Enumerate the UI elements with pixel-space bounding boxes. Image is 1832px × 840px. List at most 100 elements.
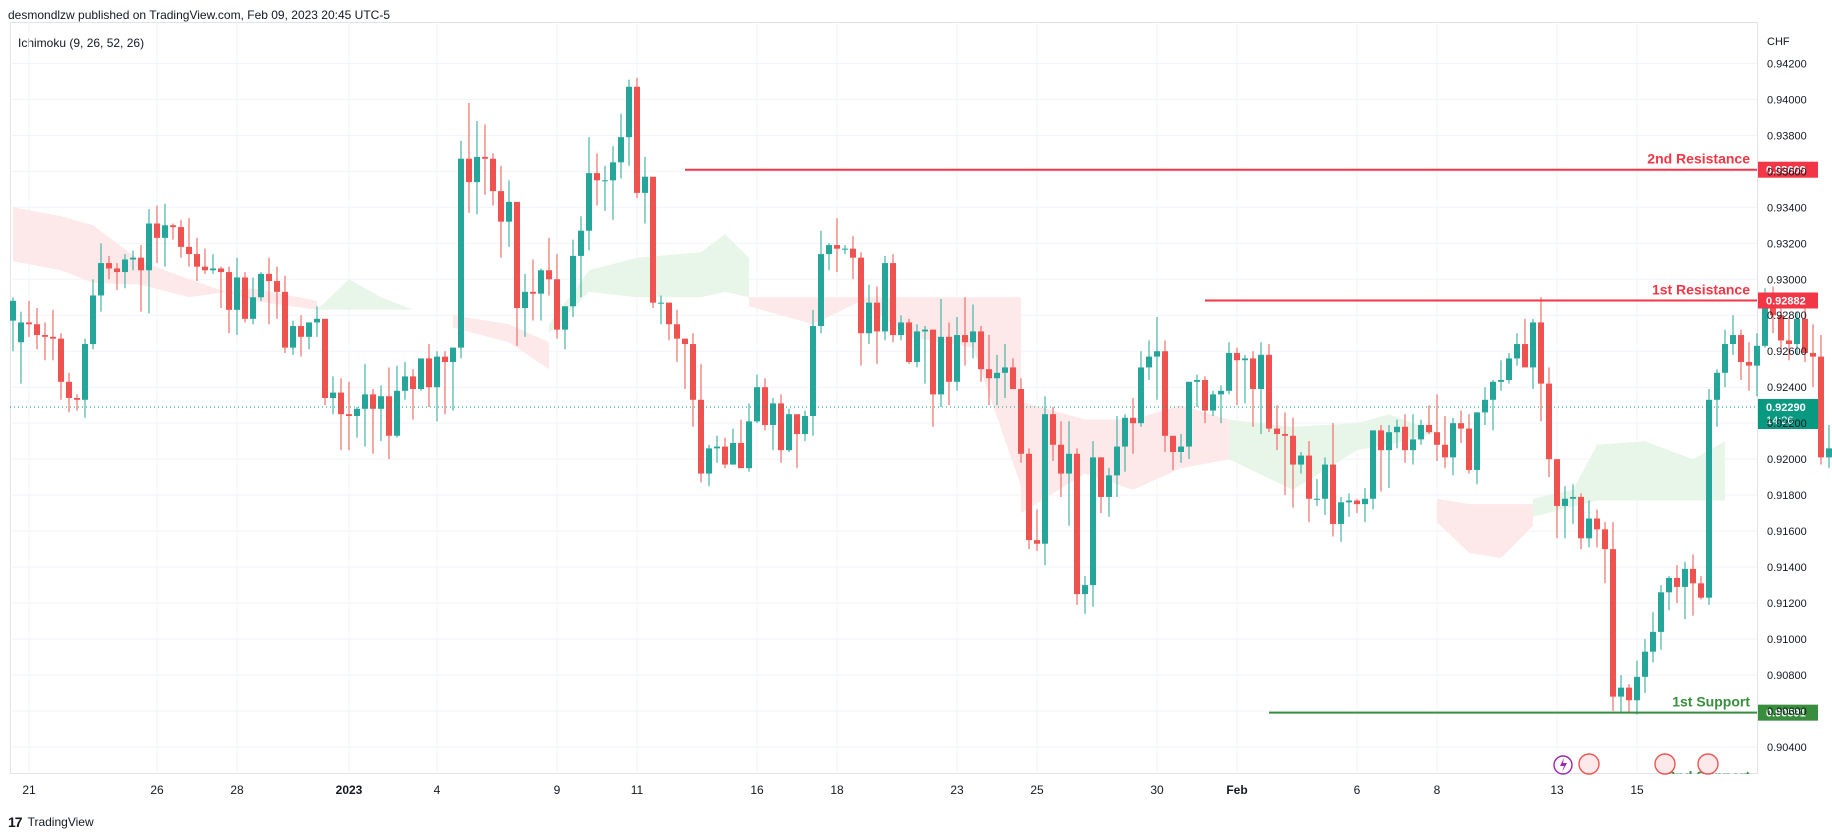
candle: [1818, 335, 1824, 465]
candle: [1322, 457, 1328, 515]
candle-body: [1066, 453, 1072, 474]
candle-body: [810, 326, 816, 416]
candle-body: [442, 356, 448, 363]
candle-body: [1378, 430, 1384, 451]
candle-body: [1210, 394, 1216, 411]
candle-body: [1370, 430, 1376, 499]
candle-body: [1034, 540, 1040, 544]
event-icons[interactable]: [1553, 753, 1719, 775]
candle: [1402, 414, 1408, 463]
candle: [1610, 522, 1616, 712]
x-tick-label: Feb: [1226, 783, 1247, 797]
candle-body: [1138, 367, 1144, 424]
candle-body: [1434, 432, 1440, 445]
candle: [1042, 396, 1048, 566]
candle: [1810, 324, 1816, 388]
y-tick-label: 0.92200: [1767, 418, 1807, 430]
candle: [506, 180, 512, 247]
y-tick-label: 0.92800: [1767, 310, 1807, 322]
candle-body: [1266, 354, 1272, 429]
candle-body: [514, 201, 520, 309]
candle-body: [1186, 381, 1192, 447]
footer: 17 TradingView: [8, 814, 94, 830]
candle-body: [218, 268, 224, 273]
candle: [1098, 457, 1104, 514]
footer-brand[interactable]: TradingView: [27, 815, 94, 829]
candle-body: [90, 295, 96, 345]
candle-body: [538, 270, 544, 294]
candle-body: [1346, 500, 1352, 503]
candle-body: [330, 392, 336, 398]
candle-body: [698, 399, 704, 474]
candle: [1522, 318, 1528, 368]
candle-body: [242, 277, 248, 319]
candle: [1362, 487, 1368, 523]
candle: [186, 218, 192, 267]
candle: [802, 410, 808, 442]
candle-body: [1250, 358, 1256, 390]
candle: [394, 365, 400, 438]
candle: [442, 351, 448, 415]
candle-body: [450, 347, 456, 363]
candle: [1122, 414, 1128, 472]
candle-body: [1562, 498, 1568, 506]
lightning-icon[interactable]: [1553, 755, 1573, 775]
candle-body: [602, 180, 608, 182]
y-tick-label: 0.91800: [1767, 490, 1807, 502]
y-tick-label: 0.92000: [1767, 454, 1807, 466]
candle: [1794, 311, 1800, 355]
candle-body: [714, 446, 720, 449]
candle-body: [1506, 358, 1512, 381]
ichimoku-cloud-segment: [749, 297, 1021, 487]
candle: [610, 146, 616, 220]
candle-body: [786, 414, 792, 451]
candle-body: [1338, 502, 1344, 524]
indicator-label[interactable]: Ichimoku (9, 26, 52, 26): [18, 36, 145, 50]
candle: [306, 322, 312, 350]
candle: [762, 378, 768, 431]
candle: [1234, 347, 1240, 406]
y-tick-label: 0.92400: [1767, 382, 1807, 394]
candle: [130, 250, 136, 271]
candle-body: [898, 322, 904, 336]
candle: [538, 268, 544, 321]
candle: [1370, 430, 1376, 510]
us-flag-icon[interactable]: [1654, 753, 1676, 775]
candle-body: [474, 156, 480, 183]
candle-body: [994, 372, 1000, 379]
candle-body: [802, 415, 808, 434]
candle-body: [1098, 457, 1104, 497]
x-tick-label: 25: [1030, 783, 1044, 797]
candle: [1298, 451, 1304, 474]
candle-body: [290, 326, 296, 348]
candle: [450, 347, 456, 411]
candle-body: [922, 329, 928, 332]
candle-body: [114, 268, 120, 273]
candle-body: [234, 277, 240, 310]
candle-body: [1826, 448, 1832, 458]
candle: [642, 156, 648, 224]
candle-body: [722, 446, 728, 465]
candle: [170, 223, 176, 240]
candle-body: [1594, 518, 1600, 530]
candle: [10, 297, 16, 352]
us-flag-icon[interactable]: [1697, 753, 1719, 775]
us-flag-icon[interactable]: [1578, 753, 1600, 775]
candle: [1666, 576, 1672, 611]
candle: [722, 437, 728, 469]
candle: [634, 77, 640, 199]
candle-body: [1682, 568, 1688, 587]
candle-body: [1234, 353, 1240, 361]
candle: [922, 326, 928, 384]
y-axis: 0.94200 0.94000 0.93800 0.93600 0.93400 0.932…: [1767, 58, 1807, 754]
candle-body: [738, 442, 744, 469]
candle: [1194, 374, 1200, 407]
candle-body: [274, 281, 280, 292]
candle-body: [26, 322, 32, 325]
candle: [202, 248, 208, 274]
candle: [618, 113, 624, 179]
candle: [458, 140, 464, 359]
candle: [1378, 424, 1384, 492]
candle: [1602, 522, 1608, 584]
